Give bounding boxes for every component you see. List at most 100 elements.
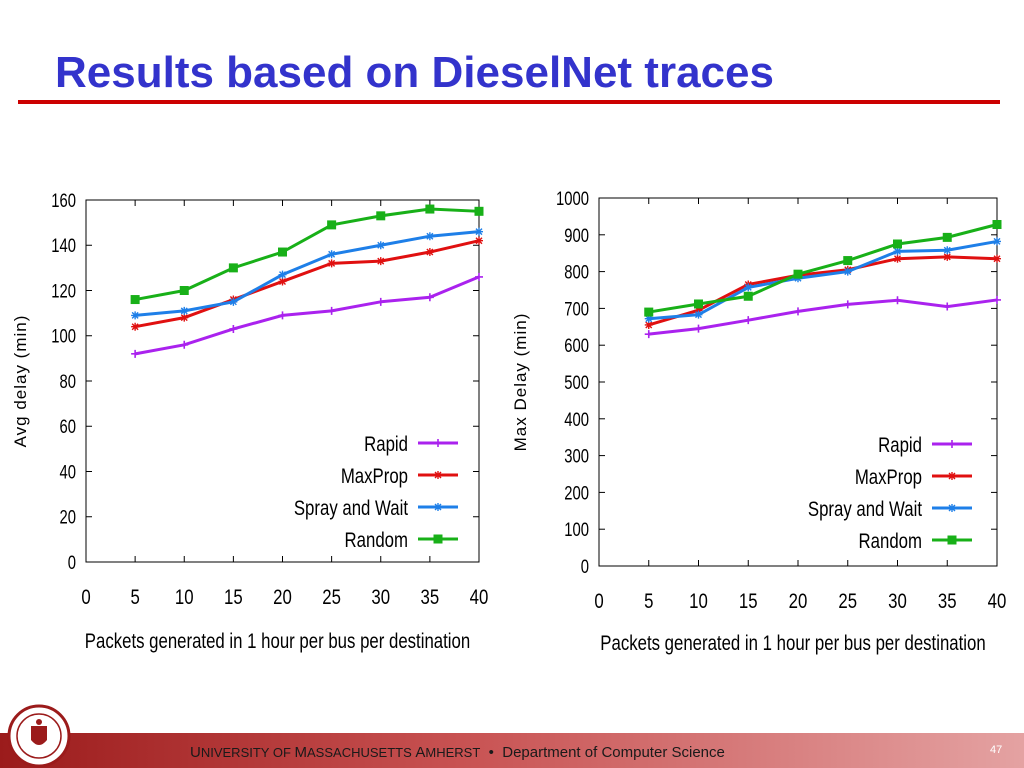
legend-label: Random bbox=[859, 530, 922, 553]
title-rule bbox=[18, 100, 1000, 104]
legend-entry: MaxProp bbox=[855, 466, 972, 490]
y-tick-label: 20 bbox=[60, 507, 76, 528]
series-maxprop bbox=[131, 236, 483, 331]
x-tick-label: 10 bbox=[689, 590, 708, 613]
legend-label: Rapid bbox=[878, 434, 922, 457]
y-tick-label: 40 bbox=[60, 462, 76, 483]
legend-marker bbox=[434, 439, 442, 447]
y-tick-label: 800 bbox=[564, 262, 589, 283]
y-axis-label: Avg delay (min) bbox=[11, 315, 30, 448]
data-point bbox=[893, 247, 902, 256]
y-tick-label: 120 bbox=[51, 281, 76, 302]
series-line bbox=[648, 298, 998, 336]
footer-text: UNIVERSITY OF MASSACHUSETTS AMHERST • De… bbox=[190, 744, 725, 761]
data-point bbox=[425, 232, 434, 241]
data-point bbox=[130, 295, 140, 305]
legend-entry: Random bbox=[859, 530, 972, 554]
legend-marker bbox=[947, 535, 957, 545]
data-point bbox=[327, 220, 337, 230]
x-tick-label: 40 bbox=[988, 590, 1007, 613]
series-line bbox=[134, 230, 480, 317]
data-point bbox=[131, 311, 140, 320]
series-random bbox=[130, 204, 484, 305]
data-point bbox=[425, 293, 434, 302]
data-point bbox=[743, 291, 753, 301]
legend-marker bbox=[948, 504, 956, 512]
data-point bbox=[644, 320, 653, 329]
series-rapid bbox=[131, 272, 483, 358]
data-point bbox=[327, 259, 336, 268]
y-tick-label: 200 bbox=[564, 483, 589, 504]
x-axis-label: Packets generated in 1 hour per bus per … bbox=[600, 632, 985, 655]
data-point bbox=[425, 248, 434, 257]
x-axis-label: Packets generated in 1 hour per bus per … bbox=[85, 630, 470, 653]
series-line bbox=[134, 239, 480, 329]
data-point bbox=[278, 277, 287, 286]
legend-marker bbox=[433, 534, 443, 544]
y-tick-label: 0 bbox=[581, 556, 589, 577]
series-line bbox=[648, 255, 998, 327]
data-point bbox=[993, 237, 1001, 246]
data-point bbox=[843, 256, 853, 266]
data-point bbox=[376, 241, 385, 250]
footer-bullet: • bbox=[488, 744, 494, 761]
y-tick-label: 900 bbox=[564, 225, 589, 246]
max-delay-chart: 0 100 200 300 400 500 600 700 800 900 1000 0 5 10 15 20… bbox=[511, 188, 1006, 655]
data-point bbox=[843, 267, 852, 276]
data-point bbox=[644, 314, 653, 323]
plot-frame bbox=[598, 197, 998, 567]
data-point bbox=[744, 283, 753, 292]
legend-entry: MaxProp bbox=[341, 465, 458, 489]
legend-marker bbox=[434, 471, 442, 479]
y-tick-label: 160 bbox=[51, 190, 76, 211]
data-point bbox=[744, 316, 753, 325]
y-tick-label: 1000 bbox=[556, 188, 589, 209]
data-point bbox=[278, 311, 287, 320]
data-point bbox=[943, 246, 952, 255]
data-point bbox=[474, 206, 484, 216]
data-point bbox=[694, 310, 703, 319]
y-tick-label: 300 bbox=[564, 446, 589, 467]
y-tick-label: 0 bbox=[68, 552, 76, 573]
legend-marker bbox=[948, 440, 956, 448]
series-random bbox=[644, 219, 1002, 317]
x-tick-label: 35 bbox=[938, 590, 957, 613]
series-line bbox=[648, 239, 998, 321]
data-point bbox=[694, 306, 703, 315]
data-point bbox=[229, 324, 238, 333]
data-point bbox=[794, 307, 802, 316]
legend-entry: Random bbox=[345, 529, 458, 553]
y-tick-label: 500 bbox=[564, 372, 589, 393]
legend-entry: Rapid bbox=[878, 434, 972, 458]
data-point bbox=[644, 307, 654, 317]
slide-title: Results based on DieselNet traces bbox=[55, 48, 774, 97]
legend-entry: Spray and Wait bbox=[294, 497, 458, 521]
series-rapid bbox=[644, 295, 1001, 339]
x-tick-label: 10 bbox=[175, 586, 194, 609]
x-tick-label: 0 bbox=[594, 590, 603, 613]
x-tick-label: 0 bbox=[81, 586, 90, 609]
legend-label: MaxProp bbox=[341, 465, 408, 488]
data-point bbox=[942, 232, 952, 242]
data-point bbox=[327, 306, 336, 315]
x-tick-label: 20 bbox=[789, 590, 808, 613]
y-axis-label: Max Delay (min) bbox=[511, 313, 530, 452]
series-line bbox=[134, 207, 480, 302]
y-tick-label: 100 bbox=[564, 519, 589, 540]
x-tick-label: 5 bbox=[644, 590, 653, 613]
legend-label: MaxProp bbox=[855, 466, 922, 489]
data-point bbox=[694, 324, 703, 333]
data-point bbox=[180, 313, 189, 322]
legend-label: Spray and Wait bbox=[808, 498, 923, 521]
data-point bbox=[180, 340, 189, 349]
x-tick-label: 30 bbox=[888, 590, 907, 613]
x-tick-label: 25 bbox=[322, 586, 341, 609]
x-tick-label: 35 bbox=[421, 586, 440, 609]
legend-label: Rapid bbox=[364, 433, 408, 456]
data-point bbox=[843, 300, 852, 309]
x-tick-label: 30 bbox=[371, 586, 390, 609]
y-tick-label: 140 bbox=[51, 236, 76, 257]
legend-entry: Rapid bbox=[364, 433, 458, 457]
